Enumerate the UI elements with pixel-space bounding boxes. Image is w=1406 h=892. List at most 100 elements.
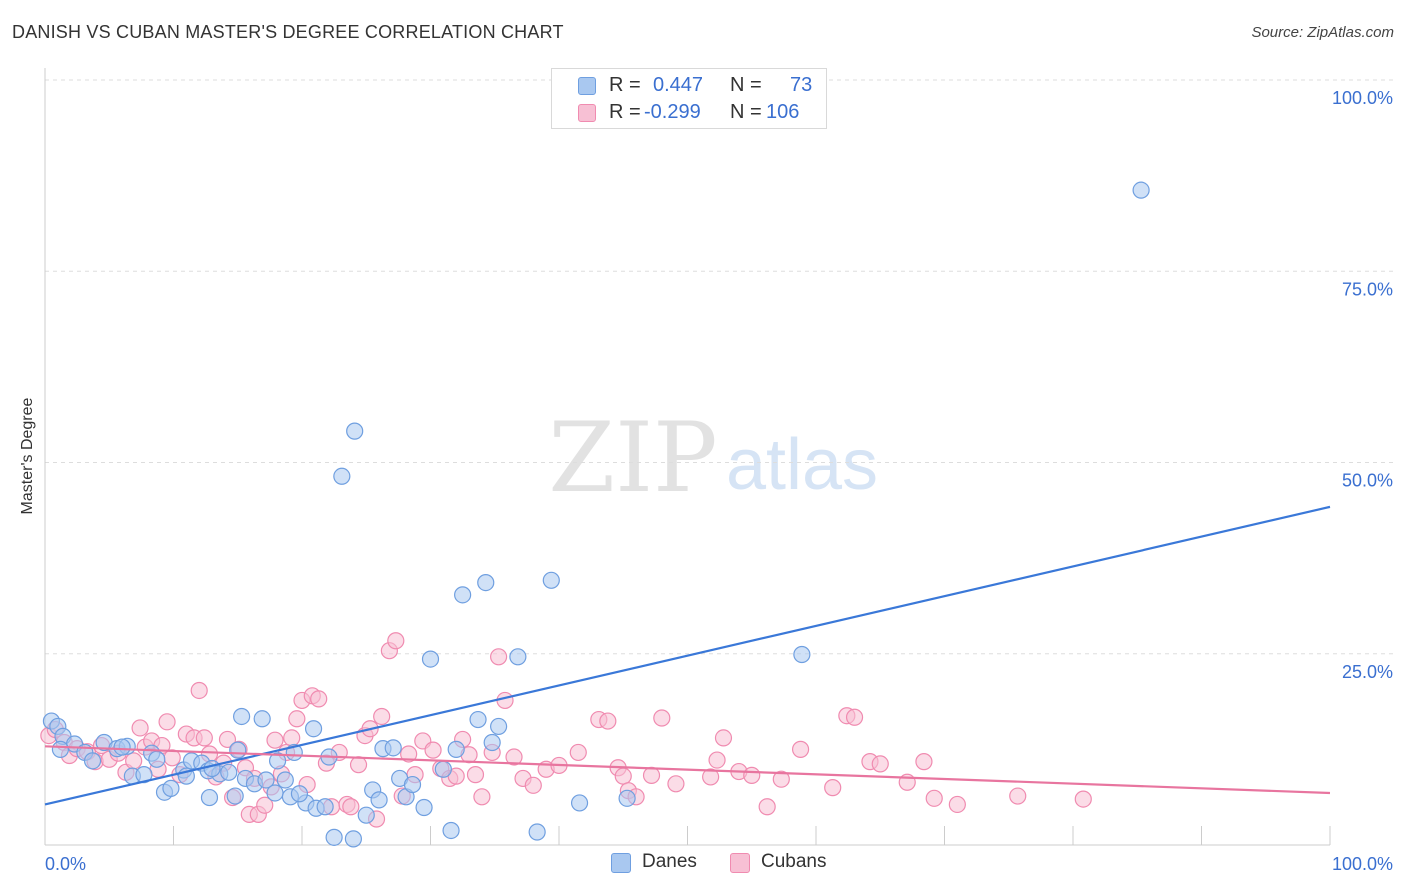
cubans-point <box>131 719 149 737</box>
danes-legend-swatch <box>611 853 631 873</box>
cubans-point <box>915 753 933 771</box>
danes-point <box>83 752 102 770</box>
danes-point <box>403 775 422 794</box>
cubans-point <box>256 796 274 814</box>
cubans-point <box>925 789 943 807</box>
cubans-point <box>218 730 237 749</box>
cubans-point <box>824 779 842 797</box>
cubans-point <box>158 713 176 731</box>
danes-point <box>421 650 440 668</box>
legend-cubans-r: -0.299 <box>644 101 701 123</box>
cubans-point <box>667 775 685 793</box>
danes-point <box>266 784 284 802</box>
danes-point <box>226 787 244 805</box>
cubans-point <box>310 690 328 708</box>
cubans-point <box>743 766 761 784</box>
danes-point <box>200 788 219 807</box>
cubans-point <box>791 740 810 758</box>
legend-danes-n: 73 <box>790 74 813 96</box>
cubans-point <box>1009 787 1027 805</box>
watermark-atlas: atlas <box>726 425 878 505</box>
danes-point <box>253 710 271 728</box>
danes-point <box>346 422 364 440</box>
danes-point <box>203 759 221 778</box>
cubans-point <box>708 751 726 769</box>
cubans-point <box>125 752 143 770</box>
danes-legend-label: Danes <box>642 851 697 872</box>
x-tick-label: 100.0% <box>1332 854 1393 874</box>
legend-r-label: R = <box>609 74 641 96</box>
danes-point <box>257 771 275 789</box>
cubans-trend-line <box>44 745 1331 795</box>
danes-trend-line <box>44 505 1331 806</box>
danes-point <box>469 710 487 729</box>
danes-point <box>333 467 351 485</box>
stats-legend: R = 0.447 N = 73 R = -0.299 N = 106 <box>551 68 827 129</box>
cubans-point <box>702 768 720 786</box>
legend-n-label: N = <box>730 74 762 96</box>
danes-point <box>344 830 362 848</box>
danes-point <box>384 739 402 757</box>
cubans-point <box>642 766 661 784</box>
cubans-point <box>387 632 405 650</box>
legend-danes-r: 0.447 <box>653 74 704 96</box>
cubans-point <box>496 691 514 710</box>
cubans-legend-swatch <box>730 853 750 873</box>
danes-point <box>483 733 501 752</box>
x-tick-label: 0.0% <box>45 854 86 874</box>
danes-point <box>1132 181 1150 199</box>
danes-point <box>325 828 343 846</box>
danes-point <box>477 574 495 592</box>
danes-point <box>51 740 70 758</box>
danes-point <box>490 717 508 736</box>
danes-point <box>454 586 472 604</box>
cubans-point <box>342 798 360 816</box>
cubans-point <box>195 729 213 747</box>
danes-point <box>793 645 811 664</box>
cubans-point <box>772 770 790 788</box>
cubans-point <box>490 648 508 666</box>
danes-point <box>447 740 465 758</box>
danes-point <box>162 779 180 797</box>
cubans-point <box>948 795 966 814</box>
legend-cubans-n: 106 <box>766 101 800 123</box>
danes-point <box>370 791 388 809</box>
grid <box>45 79 1393 655</box>
cubans-point <box>871 755 889 773</box>
source-label: Source: ZipAtlas.com <box>1251 24 1394 41</box>
chart-title: DANISH VS CUBAN MASTER'S DEGREE CORRELAT… <box>12 22 564 42</box>
danes-point <box>276 771 294 789</box>
watermark-zip: ZIP <box>548 402 717 514</box>
cubans-point <box>288 710 306 728</box>
cubans-point <box>266 731 284 749</box>
cubans-series <box>40 632 1092 828</box>
danes-point <box>570 794 589 812</box>
y-tick-label: 75.0% <box>1342 279 1393 299</box>
cubans-point <box>400 745 418 763</box>
cubans-point <box>569 743 587 762</box>
cubans-swatch <box>578 104 596 122</box>
danes-series <box>42 181 1150 848</box>
danes-point <box>415 798 433 817</box>
danes-point <box>233 707 251 726</box>
tick-labels: 100.0% 75.0% 50.0% 25.0% 0.0% 100.0% <box>45 88 1393 874</box>
cubans-point <box>1074 790 1092 808</box>
cubans-point <box>505 748 523 766</box>
cubans-point <box>845 708 864 726</box>
danes-point <box>509 648 527 666</box>
danes-point <box>304 720 323 738</box>
danes-point <box>442 821 460 840</box>
cubans-point <box>190 681 208 700</box>
danes-point <box>229 741 247 759</box>
cubans-point <box>653 709 671 727</box>
danes-point <box>618 789 636 807</box>
danes-point <box>357 806 375 824</box>
axes <box>44 68 1331 846</box>
y-tick-label: 25.0% <box>1342 662 1393 682</box>
danes-swatch <box>578 77 596 95</box>
cubans-point <box>758 798 776 816</box>
danes-point <box>434 760 452 778</box>
legend-r-label: R = <box>609 101 641 123</box>
cubans-point <box>714 729 733 747</box>
